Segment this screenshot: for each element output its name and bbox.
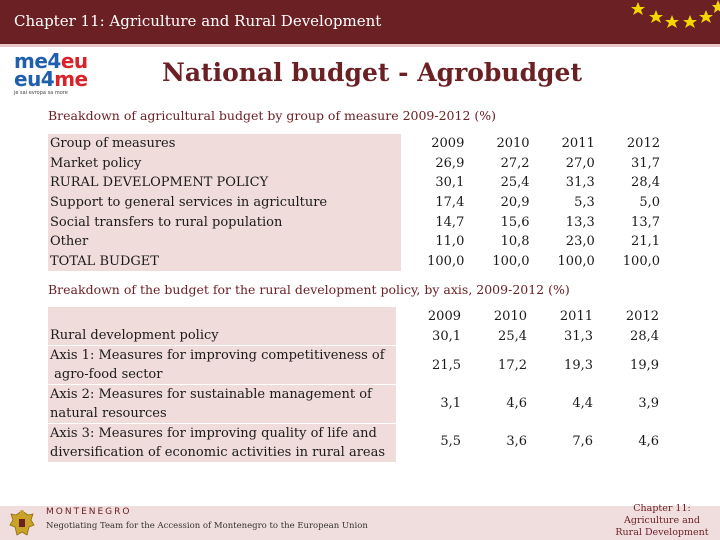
footer-team: Negotiating Team for the Accession of Mo… (46, 521, 368, 531)
eu-stars-icon (631, 0, 720, 28)
footer-chapter: Chapter 11: Agriculture and Rural Develo… (615, 503, 709, 538)
rural-axis-values: 2009 2010 2011 2012 30,1 25,4 31,3 28,4 … (398, 307, 662, 460)
page-title: National budget - Agrobudget (162, 58, 582, 87)
table-row: 5,5 3,6 7,6 4,6 (440, 433, 659, 449)
table-row: Social transfers to rural population 14,… (48, 212, 662, 232)
table-row: 3,1 4,6 4,4 3,9 (440, 395, 659, 411)
header-rule (0, 44, 720, 47)
table-row-label: Axis 1: Measures for improving competiti… (48, 346, 396, 385)
coat-of-arms-icon (9, 510, 35, 536)
table1-title: Breakdown of agricultural budget by grou… (48, 108, 497, 123)
table-row-total: TOTAL BUDGET 100,0 100,0 100,0 100,0 (48, 251, 662, 272)
rural-axis-labels: Rural development policy Axis 1: Measure… (48, 307, 396, 463)
header-bar: Chapter 11: Agriculture and Rural Develo… (0, 0, 720, 44)
table-row: Market policy 26,9 27,2 27,0 31,7 (48, 153, 662, 174)
footer (0, 504, 720, 540)
table-row: 21,5 17,2 19,3 19,9 (432, 357, 659, 373)
footer-country: MONTENEGRO (46, 507, 132, 517)
table-row: Support to general services in agricultu… (48, 192, 662, 213)
table-row-label: Axis 3: Measures for improving quality o… (48, 424, 396, 463)
year-header-row: 2009 2010 2011 2012 (427, 309, 659, 324)
table-row-label: Axis 2: Measures for sustainable managem… (48, 385, 396, 424)
chapter-title: Chapter 11: Agriculture and Rural Develo… (14, 12, 382, 30)
table-row: 30,1 25,4 31,3 28,4 (432, 328, 659, 344)
table-row-label: Rural development policy (48, 307, 396, 346)
table-row: RURAL DEVELOPMENT POLICY 30,1 25,4 31,3 … (48, 173, 662, 193)
table-row: Other 11,0 10,8 23,0 21,1 (48, 231, 662, 252)
agrobudget-table: Group of measures 2009 2010 2011 2012 Ma… (48, 134, 662, 272)
me4eu-logo: me4eu eu4me je sai evropa sa more (14, 49, 88, 96)
table2-title: Breakdown of the budget for the rural de… (48, 282, 570, 297)
table-header-row: Group of measures 2009 2010 2011 2012 (48, 134, 662, 154)
